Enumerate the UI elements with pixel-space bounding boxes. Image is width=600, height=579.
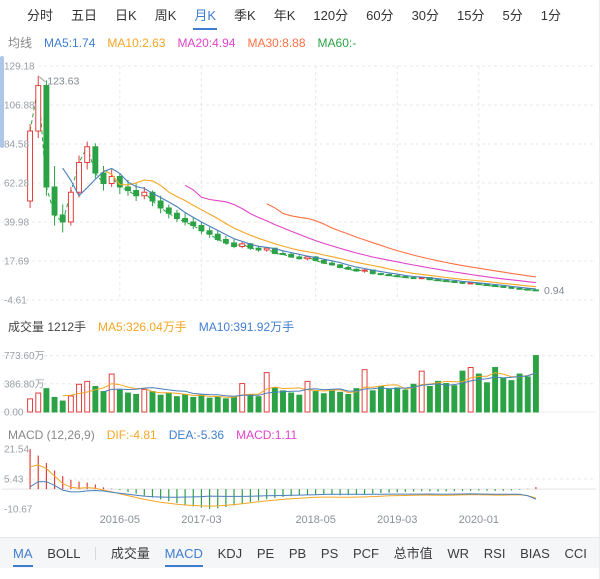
tab-pb[interactable]: PB [288,545,307,561]
price-axis-label: -4.61 [4,296,27,307]
ma20-value: MA20:4.94 [177,35,236,50]
date-axis-label: 2020-01 [459,514,499,526]
tab-rsi[interactable]: RSI [483,545,506,561]
macd-params-label: MACD (12,26,9) [8,428,95,442]
macd-value: MACD:1.11 [236,428,298,442]
tab-monthly-k[interactable]: 月K [193,3,218,30]
price-axis-label: 17.69 [4,256,29,267]
tab-5min[interactable]: 5分 [502,8,523,23]
tab-yearly-k[interactable]: 年K [273,8,296,23]
tab-pcf[interactable]: PCF [352,545,379,561]
dea-value: DEA:-5.36 [168,428,225,442]
price-axis-label: 84.58 [4,140,29,151]
volume-pane [27,355,539,413]
dif-value: DIF:-4.81 [106,428,157,442]
tab-30min[interactable]: 30分 [411,8,440,23]
price-axis-label: 129.18 [4,62,35,73]
ma60-value: MA60:- [317,35,357,50]
tab-weekly-k[interactable]: 周K [154,8,177,23]
macd-indicator-header: MACD (12,26,9) DIF:-4.81 DEA:-5.36 MACD:… [8,428,600,442]
price-axis-label: 62.28 [4,179,29,190]
macd-axis-label: -10.67 [4,505,33,516]
price-axis-label: 39.98 [4,218,29,229]
volume-axis-label: 773.60万 [4,351,45,362]
price-axis-label: 106.88 [4,101,35,112]
ma-line-label: 均线 [8,36,33,50]
tab-120min[interactable]: 120分 [313,8,349,23]
tab-60min[interactable]: 60分 [366,8,394,23]
gridlines [2,65,596,490]
tab-15min[interactable]: 15分 [457,8,485,23]
volume-current-value: 成交量 1212手 [8,320,87,334]
axis-labels: 129.18 106.88 84.58 62.28 39.98 17.69 -4.61 773… [4,62,565,527]
tab-ma[interactable]: MA [13,540,33,567]
date-axis-label: 2019-03 [377,514,417,526]
tab-boll[interactable]: BOLL [47,545,81,561]
period-tab-bar: 分时 五日 日K 周K 月K 季K 年K 120分 60分 30分 15分 5分… [0,0,600,30]
tab-market-cap[interactable]: 总市值 [393,545,433,561]
date-axis-label: 2018-05 [295,514,335,526]
ma10-value: MA10:2.63 [107,35,166,50]
tab-volume[interactable]: 成交量 [110,545,150,561]
tab-pe[interactable]: PE [256,545,275,561]
tab-ps[interactable]: PS [320,545,339,561]
tab-quarterly-k[interactable]: 季K [234,8,256,23]
left-scrollbar-thumb[interactable] [0,56,4,148]
tab-bias[interactable]: BIAS [520,545,550,561]
macd-axis-label: 5.43 [4,475,24,486]
volume-ma5-value: MA5:326.04万手 [98,320,187,334]
tab-cci[interactable]: CCI [564,545,587,561]
candlestick-series [27,75,539,292]
tab-daily-k[interactable]: 日K [115,8,137,23]
tab-1min[interactable]: 1分 [540,8,561,23]
volume-ma10-value: MA10:391.92万手 [198,320,295,334]
tab-five-day[interactable]: 五日 [71,8,98,23]
ma30-value: MA30:8.88 [247,35,306,50]
date-axis-label: 2017-03 [181,514,221,526]
macd-axis-label: 21.54 [4,445,29,456]
ma-lines [62,167,536,290]
date-axis-label: 2016-05 [100,514,140,526]
price-pane [27,75,539,292]
ma-indicator-header: 均线 MA5:1.74 MA10:2.63 MA20:4.94 MA30:8.8… [8,34,600,51]
ma5-value: MA5:1.74 [44,35,96,50]
volume-axis-label: 0.00 [4,408,24,419]
macd-pane [29,449,537,509]
high-price-annotation: 123.63 [47,76,79,88]
tab-kdj[interactable]: KDJ [217,545,243,561]
tab-macd[interactable]: MACD [164,540,203,567]
tab-time-sharing[interactable]: 分时 [27,8,54,23]
last-price-annotation: 0.94 [544,285,565,297]
volume-indicator-header: 成交量 1212手 MA5:326.04万手 MA10:391.92万手 [8,318,600,335]
tab-divider [95,546,97,560]
tab-wr[interactable]: WR [447,545,470,561]
volume-axis-label: 386.80万 [4,379,45,390]
indicator-tab-bar: MA BOLL 成交量 MACD KDJ PE PB PS PCF 总市值 WR… [0,537,600,568]
